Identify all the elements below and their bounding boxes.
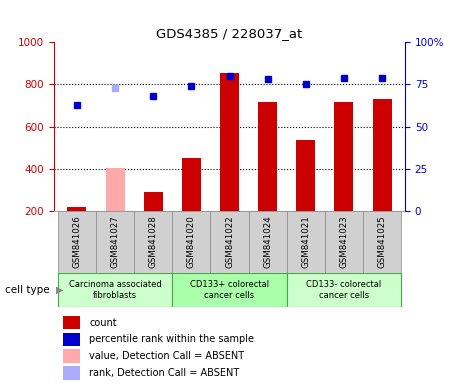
Bar: [96, 211, 134, 273]
Text: GSM841024: GSM841024: [263, 215, 272, 268]
Text: cell type: cell type: [5, 285, 50, 295]
Bar: [63, 349, 81, 363]
Bar: [248, 211, 287, 273]
Text: GSM841025: GSM841025: [378, 215, 387, 268]
Bar: [144, 192, 163, 211]
Text: GSM841026: GSM841026: [72, 215, 81, 268]
Bar: [296, 141, 315, 211]
Text: GSM841023: GSM841023: [339, 215, 348, 268]
Bar: [325, 211, 363, 273]
Bar: [63, 333, 81, 346]
Text: GSM841020: GSM841020: [187, 215, 196, 268]
Text: CD133- colorectal
cancer cells: CD133- colorectal cancer cells: [306, 280, 382, 300]
Bar: [105, 168, 125, 211]
Title: GDS4385 / 228037_at: GDS4385 / 228037_at: [157, 26, 302, 40]
Text: GSM841021: GSM841021: [302, 215, 310, 268]
Text: ▶: ▶: [56, 285, 64, 295]
Bar: [172, 273, 287, 307]
Text: count: count: [89, 318, 117, 328]
Text: rank, Detection Call = ABSENT: rank, Detection Call = ABSENT: [89, 368, 239, 378]
Text: percentile rank within the sample: percentile rank within the sample: [89, 334, 254, 344]
Text: GSM841028: GSM841028: [148, 215, 157, 268]
Text: CD133+ colorectal
cancer cells: CD133+ colorectal cancer cells: [190, 280, 269, 300]
Bar: [220, 73, 239, 211]
Bar: [334, 103, 354, 211]
Bar: [287, 211, 325, 273]
Bar: [211, 211, 248, 273]
Text: GSM841022: GSM841022: [225, 215, 234, 268]
Bar: [134, 211, 172, 273]
Bar: [182, 158, 201, 211]
Bar: [172, 211, 211, 273]
Bar: [58, 211, 96, 273]
Bar: [373, 99, 392, 211]
Bar: [258, 103, 277, 211]
Bar: [363, 211, 401, 273]
Text: value, Detection Call = ABSENT: value, Detection Call = ABSENT: [89, 351, 244, 361]
Bar: [63, 316, 81, 329]
Text: Carcinoma associated
fibroblasts: Carcinoma associated fibroblasts: [69, 280, 162, 300]
Text: GSM841027: GSM841027: [111, 215, 120, 268]
Bar: [68, 207, 86, 211]
Bar: [63, 366, 81, 380]
Bar: [58, 273, 172, 307]
Bar: [287, 273, 401, 307]
